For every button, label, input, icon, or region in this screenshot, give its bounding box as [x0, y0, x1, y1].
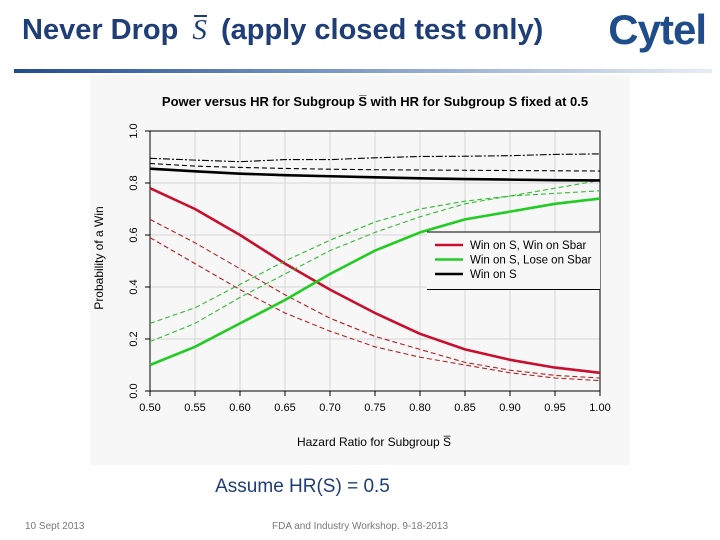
y-tick-label: 0.2	[128, 331, 140, 346]
y-tick-label: 0.0	[128, 383, 140, 398]
y-tick-label: 0.8	[128, 175, 140, 190]
x-tick-label: 0.60	[229, 402, 250, 414]
legend-entry-label: Win on S, Win on Sbar	[470, 240, 586, 252]
y-tick-label: 1.0	[128, 123, 140, 138]
x-tick-label: 0.85	[454, 402, 475, 414]
legend: Win on S, Win on Sbar Win on S, Lose on S…	[427, 231, 600, 290]
s-bar-symbol: S	[192, 14, 207, 46]
x-axis-label: Hazard Ratio for Subgroup S̅	[297, 435, 451, 449]
power-chart: Power versus HR for Subgroup S̅ with HR …	[92, 94, 611, 449]
series-lines	[149, 153, 601, 382]
x-tick-label: 0.70	[319, 402, 340, 414]
caption: Assume HR(S) = 0.5	[215, 476, 390, 497]
chart-title: Power versus HR for Subgroup S̅ with HR …	[162, 94, 588, 109]
series-line-win-on-s	[149, 167, 601, 182]
y-tick-label: 0.6	[128, 227, 140, 242]
series-line-win-on-s-lose-on-sbar	[149, 197, 601, 367]
slide-title: Never Drop S (apply closed test only)	[22, 14, 543, 47]
series-line-red-dashed-2	[149, 237, 601, 382]
series-line-green-dashed-4	[149, 190, 601, 324]
legend-entry-label: Win on S, Lose on Sbar	[470, 255, 592, 267]
x-tick-label: 0.55	[184, 402, 205, 414]
series-line-black-dashdot-8	[149, 153, 601, 163]
footer-date: 10 Sept 2013	[25, 521, 85, 532]
series-line-black-dashed-7	[149, 162, 601, 172]
title-divider	[14, 69, 712, 73]
y-tick-label: 0.4	[128, 279, 140, 294]
cytel-logo: Cytel	[608, 6, 707, 53]
series-line-red-dashed-1	[149, 218, 601, 379]
x-tick-label: 0.80	[409, 402, 430, 414]
footer-workshop: FDA and Industry Workshop. 9-18-2013	[271, 521, 449, 532]
x-tick-label: 0.65	[274, 402, 295, 414]
chart-panel: Power versus HR for Subgroup S̅ with HR …	[90, 75, 630, 465]
x-tick-label: 0.95	[544, 402, 565, 414]
series-line-win-on-s-win-on-sbar	[149, 187, 601, 375]
legend-entry-label: Win on S	[470, 269, 517, 281]
x-tick-label: 0.90	[499, 402, 520, 414]
x-tick-label: 0.50	[139, 402, 160, 414]
title-prefix: Never Drop	[22, 14, 179, 46]
series-line-green-dashed-5	[149, 179, 601, 343]
x-tick-label: 1.00	[589, 402, 610, 414]
x-tick-label: 0.75	[364, 402, 385, 414]
y-axis-label: Probability of a Win	[92, 206, 106, 309]
title-suffix: (apply closed test only)	[220, 14, 544, 46]
